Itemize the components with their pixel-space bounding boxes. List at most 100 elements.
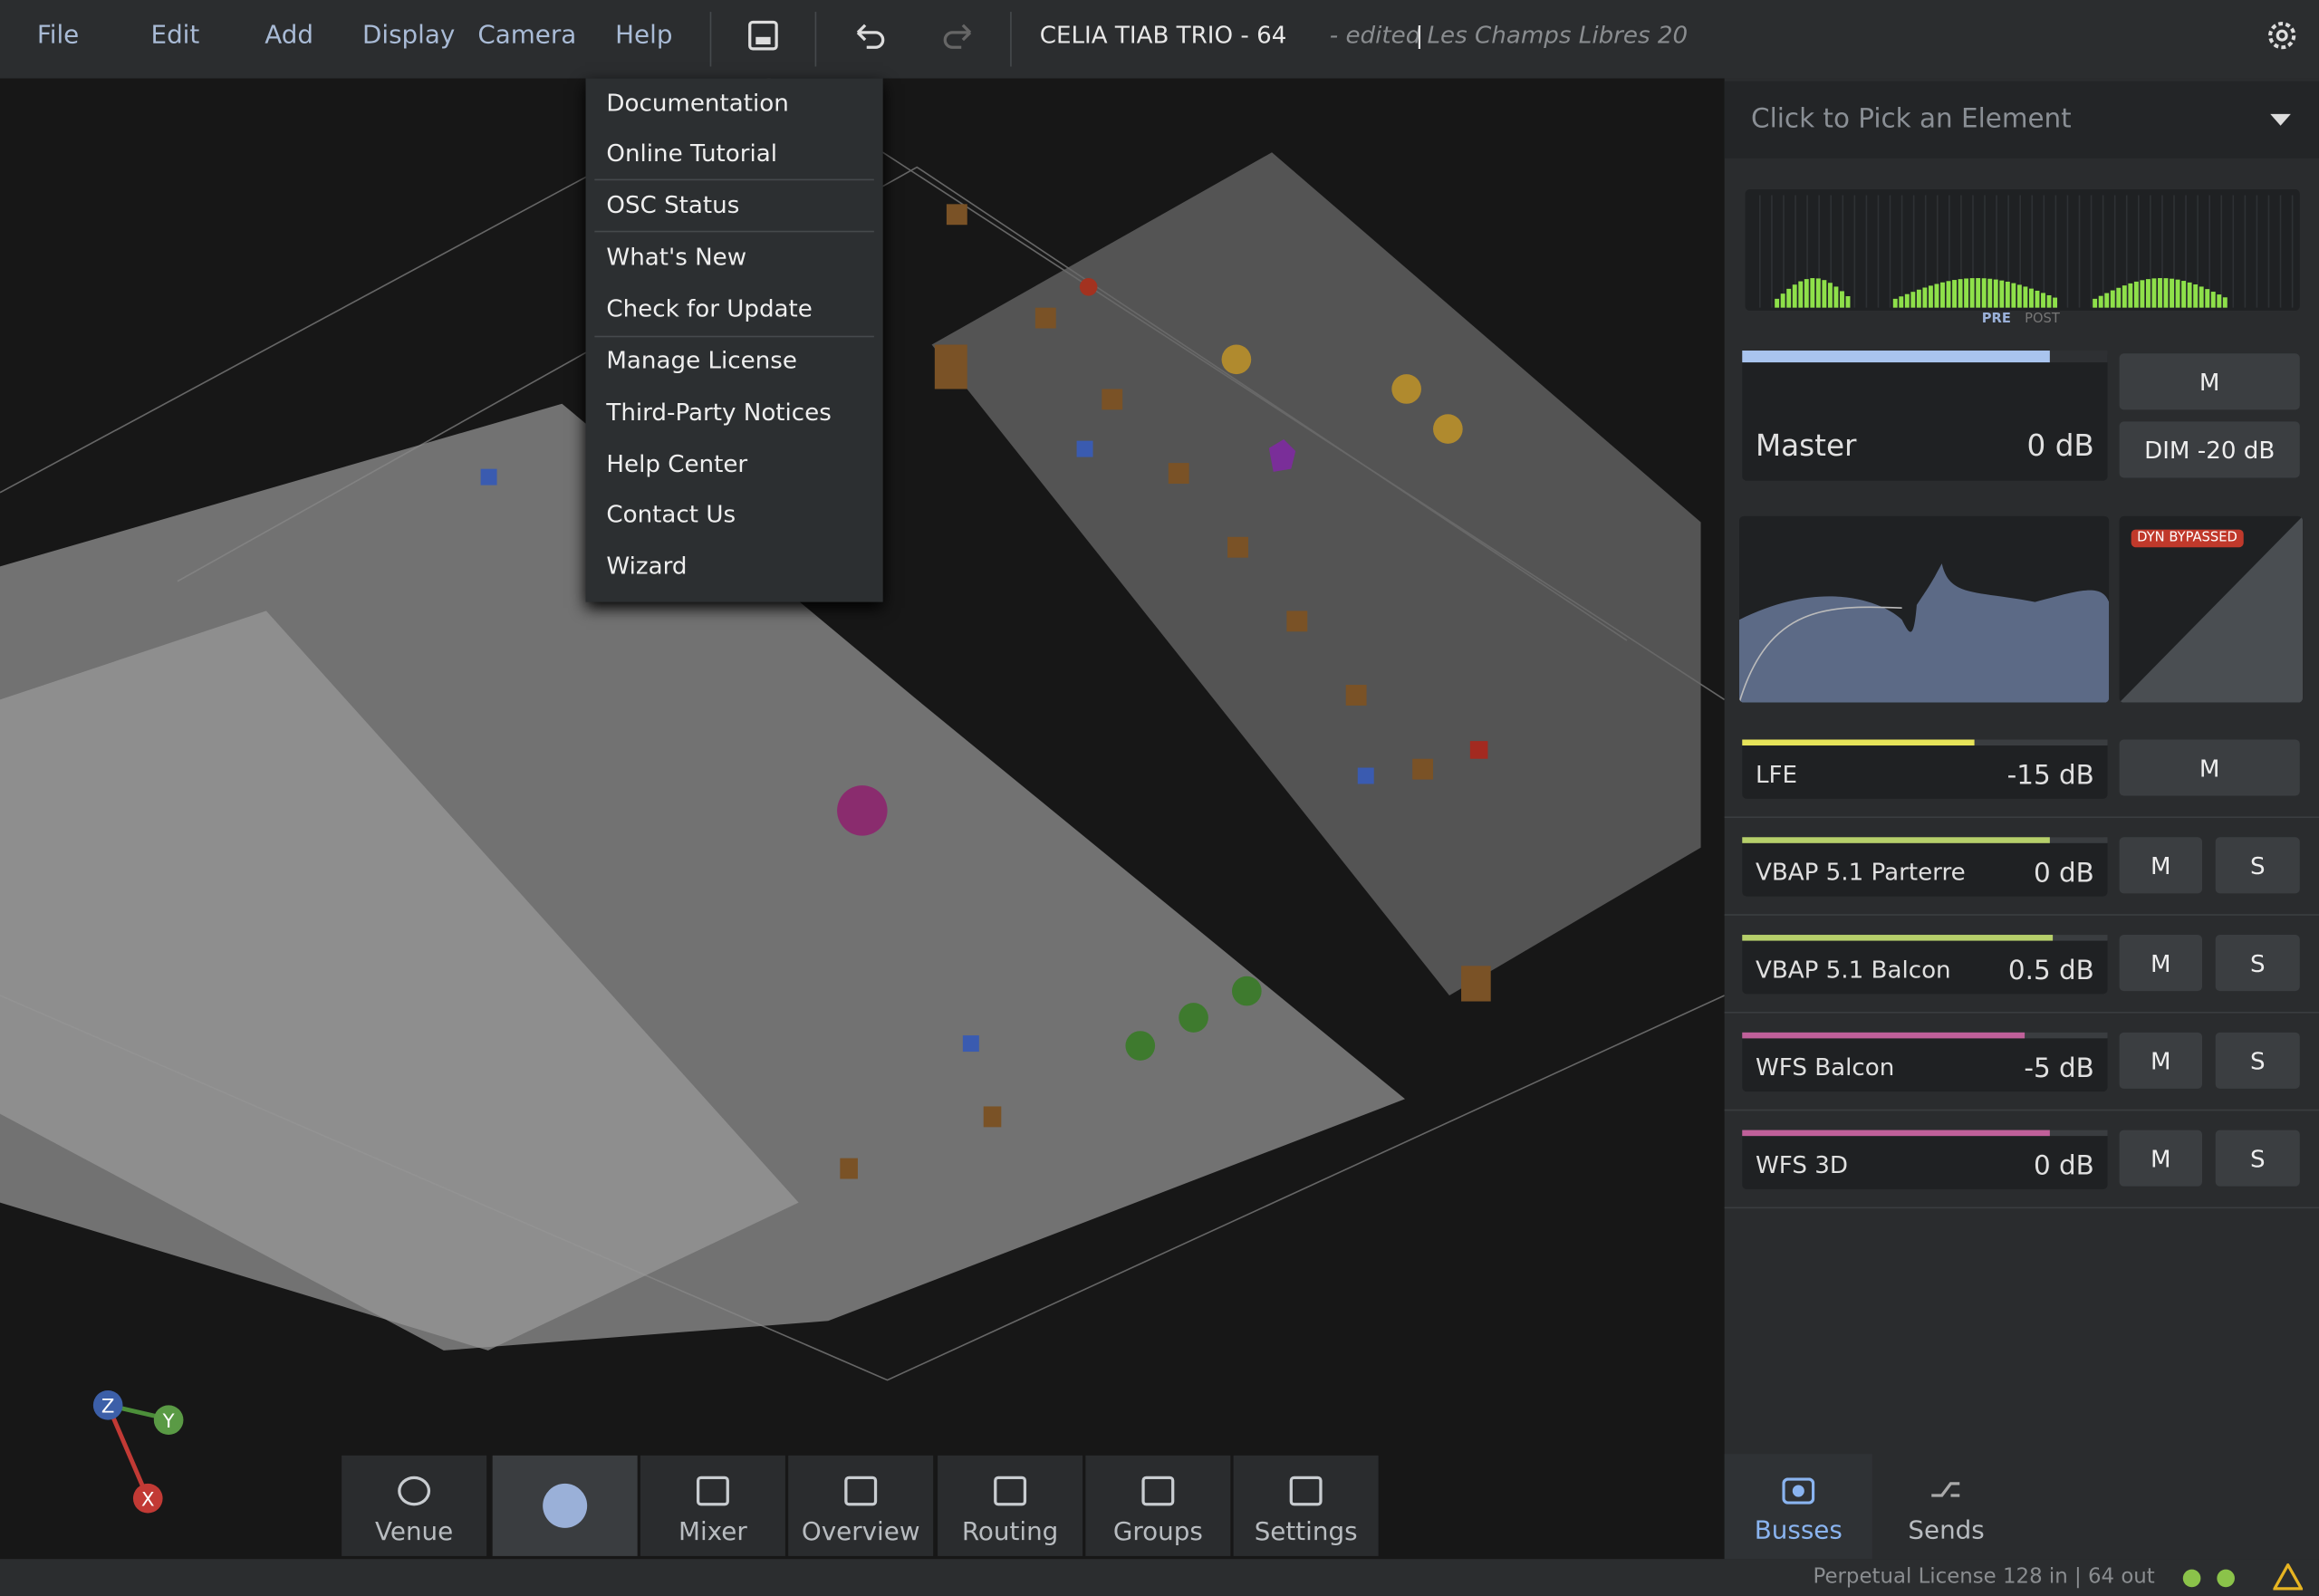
row-divider bbox=[1724, 816, 2319, 819]
mute-button[interactable]: M bbox=[2119, 353, 2300, 410]
side-panel: Click to Pick an Element PRE POST Master… bbox=[1724, 78, 2319, 1560]
level-fill bbox=[1742, 935, 2054, 941]
solo-button[interactable]: S bbox=[2215, 1130, 2300, 1187]
pre-label[interactable]: PRE bbox=[1981, 312, 2011, 327]
status-bar: Perpetual License 128 in | 64 out bbox=[0, 1559, 2319, 1596]
toolbar-label: Settings bbox=[1254, 1517, 1358, 1548]
save-button[interactable] bbox=[746, 19, 779, 52]
bus-name: LFE bbox=[1755, 760, 1798, 789]
edit-status: - edited bbox=[1329, 20, 1421, 49]
bus-strip[interactable]: LFE -15 dB bbox=[1742, 739, 2108, 799]
separator: | bbox=[1415, 20, 1424, 49]
toolbar-tab[interactable]: Overview bbox=[788, 1455, 934, 1556]
solo-button[interactable]: S bbox=[2215, 935, 2300, 992]
menu-item[interactable]: Camera bbox=[477, 20, 577, 51]
row-divider bbox=[1724, 1207, 2319, 1209]
menu-entry[interactable]: Manage License bbox=[606, 346, 797, 375]
row-divider bbox=[1724, 1011, 2319, 1014]
document-title: CELIA TIAB TRIO - 64 bbox=[1039, 20, 1287, 49]
toolbar-tab[interactable]: Routing bbox=[938, 1455, 1083, 1556]
level-fill bbox=[1742, 1130, 2050, 1137]
level-fill bbox=[1742, 739, 1975, 746]
menu-entry[interactable]: Documentation bbox=[606, 88, 789, 118]
menu-item[interactable]: Help bbox=[615, 20, 673, 51]
master-level: 0 dB bbox=[2026, 427, 2094, 464]
toolbar-label: Mixer bbox=[678, 1517, 747, 1548]
gizmo-label: X bbox=[141, 1488, 155, 1511]
menu-bar: File Edit Add Display Camera Help CELIA … bbox=[0, 0, 2319, 79]
dyn-badge: DYN BYPASSED bbox=[2131, 529, 2244, 548]
toolbar-icon bbox=[994, 1476, 1027, 1506]
help-menu: Documentation Online Tutorial OSC Status… bbox=[585, 78, 883, 602]
toolbar-icon bbox=[844, 1476, 878, 1506]
gizmo-label: Y bbox=[162, 1410, 175, 1433]
post-label[interactable]: POST bbox=[2025, 312, 2060, 327]
level-meter: PRE POST bbox=[1745, 189, 2300, 327]
eq-display[interactable] bbox=[1738, 515, 2110, 703]
bus-level: -15 dB bbox=[2006, 760, 2094, 792]
menu-entry[interactable]: What's New bbox=[606, 242, 747, 271]
bus-name: VBAP 5.1 Parterre bbox=[1755, 858, 1966, 887]
solo-button[interactable]: S bbox=[2215, 837, 2300, 894]
picker-text: Click to Pick an Element bbox=[1751, 103, 2072, 135]
bus-strip[interactable]: VBAP 5.1 Parterre 0 dB bbox=[1742, 837, 2108, 897]
bus-level: 0 dB bbox=[2033, 1150, 2094, 1182]
toolbar-icon bbox=[696, 1476, 729, 1506]
toolbar-tab[interactable]: Groups bbox=[1085, 1455, 1231, 1556]
row-divider bbox=[1724, 914, 2319, 916]
license-status: Perpetual License 128 in | 64 out bbox=[1813, 1564, 2155, 1589]
menu-entry[interactable]: Online Tutorial bbox=[606, 139, 777, 168]
bus-level: 0.5 dB bbox=[2007, 955, 2094, 987]
menu-item[interactable]: Add bbox=[265, 20, 313, 51]
bus-strip[interactable]: VBAP 5.1 Balcon 0.5 dB bbox=[1742, 935, 2108, 995]
mute-button[interactable]: M bbox=[2119, 1032, 2203, 1089]
redo-button[interactable] bbox=[940, 21, 976, 51]
menu-entry[interactable]: Help Center bbox=[606, 449, 748, 478]
toolbar-icon bbox=[1289, 1476, 1323, 1506]
menu-entry[interactable]: OSC Status bbox=[606, 190, 740, 219]
toolbar-icon bbox=[398, 1476, 431, 1506]
menu-item[interactable]: File bbox=[36, 20, 80, 51]
menu-entry[interactable]: Contact Us bbox=[606, 499, 736, 528]
gizmo-label: Z bbox=[101, 1396, 115, 1418]
bus-name: WFS 3D bbox=[1755, 1150, 1848, 1179]
level-fill bbox=[1742, 1032, 2026, 1039]
view-toggle[interactable] bbox=[492, 1455, 638, 1556]
bus-level: 0 dB bbox=[2033, 858, 2094, 889]
menu-entry[interactable]: Check for Update bbox=[606, 293, 813, 322]
menu-item[interactable]: Edit bbox=[150, 20, 200, 51]
master-name: Master bbox=[1755, 427, 1857, 464]
dim-button[interactable]: DIM -20 dB bbox=[2119, 421, 2300, 478]
bus-strip[interactable]: WFS 3D 0 dB bbox=[1742, 1130, 2108, 1189]
toolbar-tab[interactable]: Venue bbox=[342, 1455, 487, 1556]
mute-button[interactable]: M bbox=[2119, 739, 2300, 796]
toolbar-label: Venue bbox=[375, 1517, 454, 1548]
row-divider bbox=[1724, 1109, 2319, 1111]
toolbar-label: Overview bbox=[801, 1517, 920, 1548]
element-picker[interactable]: Click to Pick an Element bbox=[1724, 81, 2319, 159]
panel-tab-label: Busses bbox=[1754, 1515, 1843, 1546]
menu-entry[interactable]: Third-Party Notices bbox=[606, 398, 832, 427]
master-strip: Master 0 dB bbox=[1742, 351, 2108, 481]
toolbar-label: Routing bbox=[961, 1517, 1059, 1548]
toolbar-tab[interactable]: Settings bbox=[1233, 1455, 1379, 1556]
bus-name: WFS Balcon bbox=[1755, 1053, 1895, 1082]
toolbar-tab[interactable]: Mixer bbox=[640, 1455, 785, 1556]
menu-item[interactable]: Display bbox=[361, 20, 456, 51]
eye-icon bbox=[543, 1483, 588, 1528]
mute-button[interactable]: M bbox=[2119, 837, 2203, 894]
mute-button[interactable]: M bbox=[2119, 1130, 2203, 1187]
panel-tab[interactable]: Busses bbox=[1724, 1454, 1872, 1560]
solo-button[interactable]: S bbox=[2215, 1032, 2300, 1089]
undo-button[interactable] bbox=[852, 21, 887, 51]
mute-button[interactable]: M bbox=[2119, 935, 2203, 992]
dynamics-display[interactable] bbox=[2119, 515, 2304, 703]
settings-button[interactable] bbox=[2265, 18, 2300, 53]
toolbar-icon bbox=[1141, 1476, 1175, 1506]
panel-tab[interactable]: Sends bbox=[1872, 1454, 2021, 1560]
menu-entry[interactable]: Wizard bbox=[606, 552, 688, 581]
bus-strip[interactable]: WFS Balcon -5 dB bbox=[1742, 1032, 2108, 1092]
toolbar-label: Groups bbox=[1112, 1517, 1203, 1548]
warning-icon[interactable] bbox=[2273, 1563, 2304, 1591]
